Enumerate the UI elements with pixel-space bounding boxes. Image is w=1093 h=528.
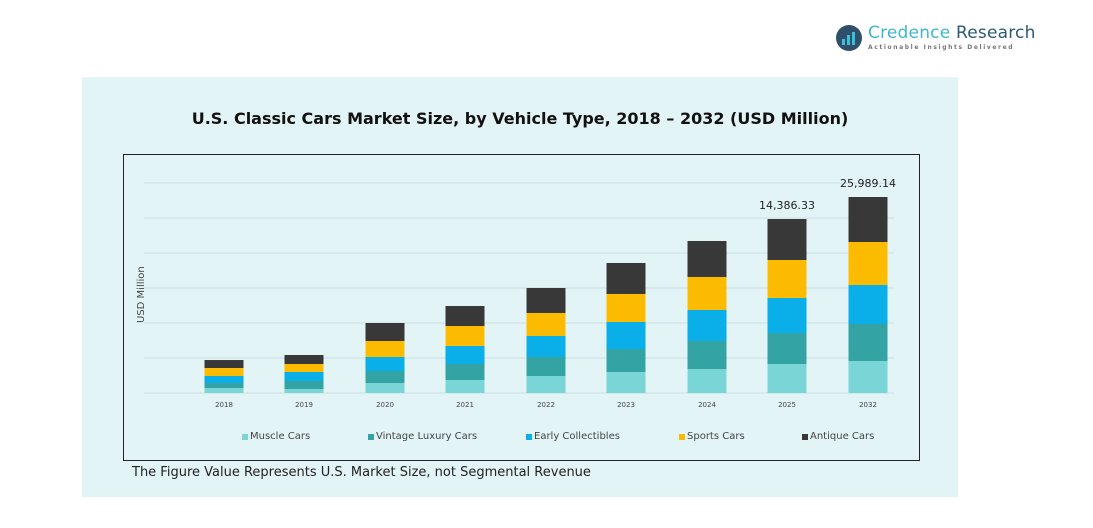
- bar-segment-antique-cars: [284, 355, 324, 365]
- bar-segment-antique-cars: [526, 287, 566, 313]
- bar-segment-sports-cars: [284, 364, 324, 373]
- bar-segment-sports-cars: [365, 340, 405, 357]
- legend-item: Sports Cars: [679, 431, 745, 442]
- legend-swatch: [526, 433, 532, 440]
- legend-label: Sports Cars: [687, 431, 745, 442]
- x-tick-label: 2020: [376, 401, 394, 409]
- bar-segment-antique-cars: [365, 322, 405, 341]
- bar-segment-sports-cars: [526, 312, 566, 336]
- bar-segment-early-collectibles: [526, 335, 566, 357]
- bar-segment-vintage-luxury-cars: [445, 363, 485, 380]
- brand-tagline: Actionable Insights Delivered: [868, 44, 1015, 51]
- data-label: 14,386.33: [759, 199, 815, 212]
- bar-segment-vintage-luxury-cars: [687, 340, 727, 369]
- bar-segment-early-collectibles: [687, 309, 727, 341]
- bar-segment-sports-cars: [687, 276, 727, 310]
- bar-segment-muscle-cars: [365, 382, 405, 393]
- legend-label: Early Collectibles: [534, 431, 620, 442]
- bar-segment-muscle-cars: [767, 363, 807, 393]
- brand-name: Credence Research: [868, 23, 1036, 43]
- bar-segment-sports-cars: [606, 293, 646, 322]
- bar-segment-sports-cars: [848, 242, 888, 286]
- bar-segment-early-collectibles: [606, 321, 646, 349]
- bar-segment-vintage-luxury-cars: [365, 370, 405, 383]
- bar-chart-logo-icon: [836, 24, 862, 51]
- plot-area: 2018 2019 2020 2021 2022 2023 2024 2025 14,386.3…: [144, 177, 896, 409]
- bar-segment-early-collectibles: [445, 345, 485, 364]
- bar-segment-early-collectibles: [204, 376, 244, 384]
- bar-segment-antique-cars: [445, 305, 485, 326]
- x-tick-label: 2021: [456, 401, 474, 409]
- bar-segment-vintage-luxury-cars: [767, 332, 807, 364]
- chart-panel: U.S. Classic Cars Market Size, by Vehicl…: [82, 77, 958, 497]
- bar-segment-muscle-cars: [445, 379, 485, 393]
- bar-segment-antique-cars: [204, 360, 244, 369]
- x-tick-label: 2019: [295, 401, 313, 409]
- bar-segment-antique-cars: [687, 240, 727, 277]
- brand-logo: Credence Research Actionable Insights De…: [836, 24, 1036, 51]
- bar-segment-muscle-cars: [606, 371, 646, 393]
- bar-segment-early-collectibles: [365, 356, 405, 371]
- x-tick-label: 2025: [778, 401, 796, 409]
- x-tick-label: 2022: [537, 401, 555, 409]
- bar-segment-early-collectibles: [767, 297, 807, 333]
- legend-item: Antique Cars: [802, 431, 874, 442]
- bar-segment-sports-cars: [767, 259, 807, 298]
- bar-segment-muscle-cars: [848, 360, 888, 393]
- bar-segment-vintage-luxury-cars: [848, 323, 888, 361]
- bar-segment-sports-cars: [204, 368, 244, 377]
- bar-segment-early-collectibles: [284, 372, 324, 382]
- legend-item: Muscle Cars: [242, 431, 310, 442]
- bar-segment-antique-cars: [606, 262, 646, 294]
- chart-title: U.S. Classic Cars Market Size, by Vehicl…: [191, 109, 849, 128]
- legend-label: Antique Cars: [810, 431, 875, 442]
- legend-label: Muscle Cars: [250, 431, 311, 442]
- x-tick-label: 2032: [859, 401, 877, 409]
- legend-swatch: [802, 433, 808, 440]
- legend-swatch: [679, 433, 685, 440]
- bar-segment-antique-cars: [767, 219, 807, 260]
- legend-label: Vintage Luxury Cars: [376, 431, 478, 442]
- chart-frame: [123, 154, 920, 461]
- footnote: The Figure Value Represents U.S. Market …: [132, 465, 591, 480]
- data-label: 25,989.14: [840, 177, 896, 190]
- legend: Muscle Cars Vintage Luxury Cars Early Coll…: [82, 431, 958, 447]
- legend-item: Vintage Luxury Cars: [368, 431, 477, 442]
- bar-segment-muscle-cars: [687, 368, 727, 393]
- bar-segment-vintage-luxury-cars: [526, 356, 566, 376]
- x-tick-label: 2024: [698, 401, 716, 409]
- bar-segment-muscle-cars: [204, 388, 244, 393]
- bar-segment-antique-cars: [848, 197, 888, 243]
- bar-segment-vintage-luxury-cars: [204, 383, 244, 389]
- bar-segment-muscle-cars: [526, 375, 566, 393]
- x-tick-label: 2018: [215, 401, 233, 409]
- legend-swatch: [368, 433, 374, 440]
- bar-segment-early-collectibles: [848, 285, 888, 324]
- bar-segment-sports-cars: [445, 325, 485, 346]
- bar-segment-vintage-luxury-cars: [606, 348, 646, 372]
- bar-segment-muscle-cars: [284, 388, 324, 393]
- x-tick-label: 2023: [617, 401, 635, 409]
- legend-swatch: [242, 433, 248, 440]
- legend-item: Early Collectibles: [526, 431, 620, 442]
- bar-segment-vintage-luxury-cars: [284, 381, 324, 389]
